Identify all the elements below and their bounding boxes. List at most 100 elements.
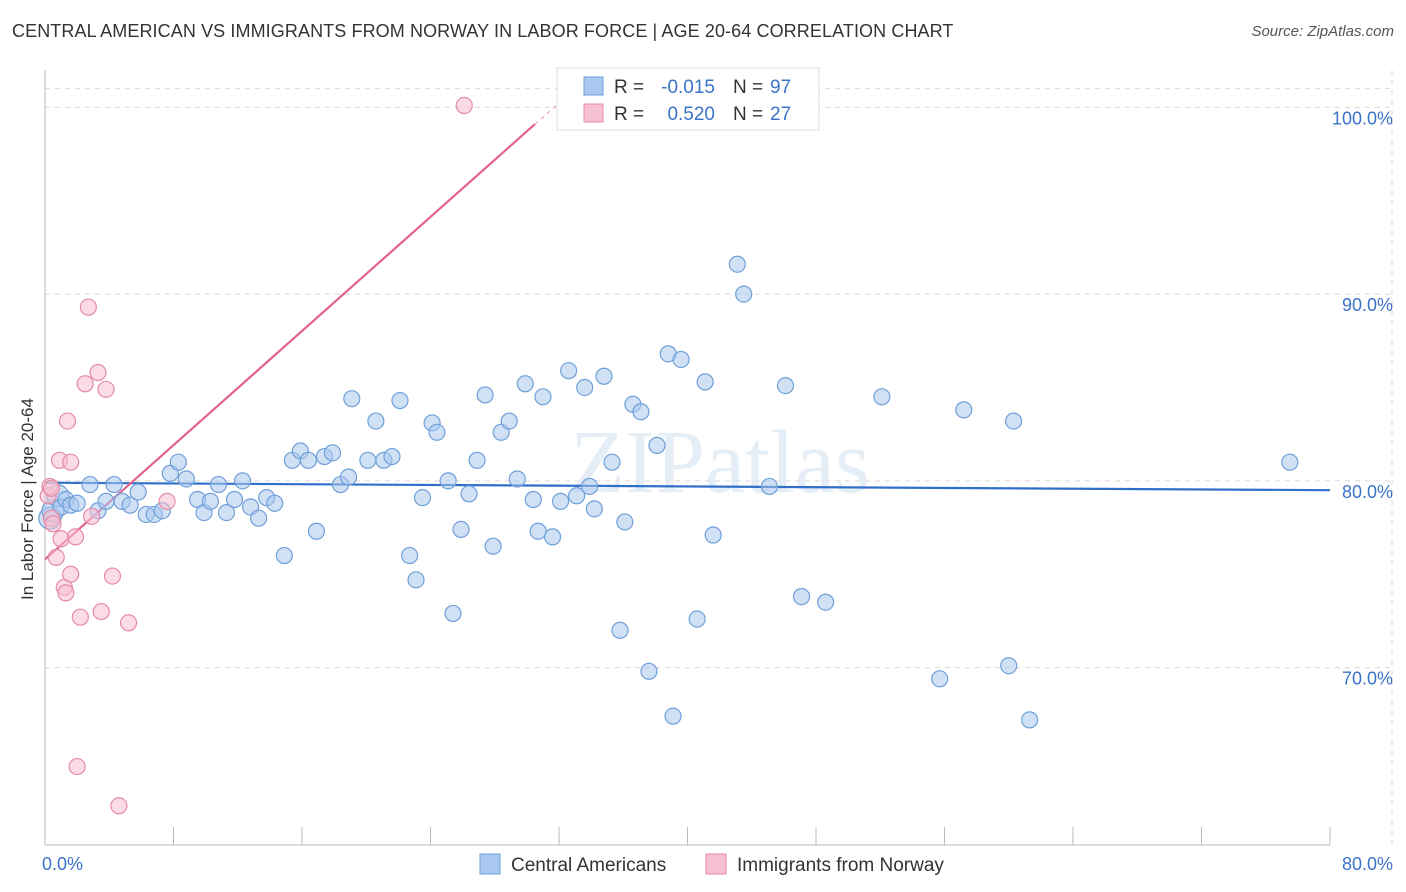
pink-trend-line <box>44 123 536 561</box>
central-american-point <box>1281 453 1299 471</box>
norway-immigrant-point <box>79 298 97 316</box>
norway-immigrant-point <box>66 528 85 546</box>
central-american-point <box>105 475 123 494</box>
pink-trend-extension <box>534 101 562 125</box>
central-american-point <box>672 350 690 369</box>
y-tick-label: 90.0% <box>1342 295 1393 315</box>
central-american-point <box>696 373 714 391</box>
central-american-point <box>169 453 187 471</box>
central-american-point <box>468 451 486 469</box>
central-american-point <box>460 485 478 503</box>
axes <box>44 70 1331 846</box>
tick-labels: 70.0% 80.0% 90.0% 100.0% 0.0% 80.0% <box>42 108 1393 874</box>
y-tick-label: 80.0% <box>1342 482 1393 502</box>
norway-immigrant-point <box>42 479 61 497</box>
legend-label: Central Americans <box>511 855 666 876</box>
central-american-point <box>776 377 795 395</box>
norway-immigrant-point <box>89 363 107 382</box>
central-american-point <box>516 375 534 393</box>
central-american-point <box>359 451 377 469</box>
source-credit: Source: ZipAtlas.com <box>1251 23 1394 40</box>
central-american-point <box>688 610 706 628</box>
central-american-point <box>307 522 326 540</box>
central-american-point <box>560 362 578 380</box>
central-american-point <box>873 388 891 406</box>
central-american-point <box>1004 412 1023 430</box>
central-american-point <box>177 470 195 488</box>
central-american-point <box>508 470 526 488</box>
central-american-point <box>534 388 552 406</box>
data-points <box>38 96 1299 815</box>
central-american-point <box>428 423 446 441</box>
central-american-point <box>476 386 494 404</box>
stats-n-value: 27 <box>770 104 791 125</box>
legend-swatch <box>705 853 727 875</box>
central-american-point <box>616 513 634 531</box>
central-american-point <box>500 412 518 430</box>
norway-immigrant-point <box>62 565 80 583</box>
norway-immigrant-point <box>68 757 86 776</box>
central-american-point <box>401 546 419 565</box>
x-tick-label: 0.0% <box>42 854 83 874</box>
legend-label: Immigrants from Norway <box>737 855 944 876</box>
central-american-point <box>391 391 409 410</box>
legend-swatch <box>479 853 501 875</box>
y-tick-label: 100.0% <box>1332 108 1393 128</box>
central-american-point <box>955 401 973 419</box>
stats-n-value: 97 <box>770 77 791 98</box>
central-american-point <box>611 621 629 639</box>
central-american-point <box>97 492 115 510</box>
norway-immigrant-point <box>47 548 65 567</box>
central-american-point <box>413 489 432 507</box>
central-american-point <box>201 492 220 510</box>
stats-r-value: 0.520 <box>667 104 715 125</box>
central-american-point <box>568 487 586 505</box>
central-american-point <box>233 472 252 490</box>
central-american-point <box>343 390 361 408</box>
central-american-point <box>367 412 385 430</box>
central-american-point <box>383 447 401 466</box>
norway-immigrant-point <box>76 375 94 393</box>
central-american-point <box>266 494 284 512</box>
chart-title: CENTRAL AMERICAN VS IMMIGRANTS FROM NORW… <box>12 21 954 41</box>
norway-immigrant-point <box>158 492 176 510</box>
central-american-point <box>603 453 621 471</box>
central-american-point <box>648 436 666 454</box>
stats-r-value: -0.015 <box>661 77 715 98</box>
central-american-point <box>129 483 147 501</box>
norway-immigrant-point <box>110 797 128 815</box>
norway-immigrant-point <box>57 584 75 602</box>
central-american-point <box>275 546 293 565</box>
norway-immigrant-point <box>62 453 80 471</box>
stats-n-label: N = <box>733 77 763 98</box>
central-american-point <box>585 500 603 518</box>
norway-immigrant-point <box>92 602 110 621</box>
stats-swatch <box>583 103 604 123</box>
central-american-point <box>323 444 342 462</box>
y-axis-label: In Labor Force | Age 20-64 <box>18 398 37 600</box>
norway-immigrant-point <box>455 96 473 115</box>
central-american-point <box>664 707 682 725</box>
central-american-point <box>640 662 658 680</box>
series-legend: Central Americans Immigrants from Norway <box>479 853 944 876</box>
norway-immigrant-point <box>119 614 138 632</box>
stats-legend: R = -0.015 N = 97 R = 0.520 N = 27 <box>556 67 820 131</box>
norway-immigrant-point <box>58 412 77 430</box>
norway-immigrant-point <box>82 507 101 525</box>
central-american-point <box>209 475 228 494</box>
trend-lines <box>44 101 1331 561</box>
y-tick-label: 70.0% <box>1342 669 1393 689</box>
norway-immigrant-point <box>71 608 89 626</box>
central-american-point <box>484 537 502 555</box>
central-american-point <box>68 494 86 512</box>
central-american-point <box>1021 711 1039 729</box>
norway-immigrant-point <box>97 380 115 398</box>
central-american-point <box>439 472 457 490</box>
central-american-point <box>632 403 650 421</box>
central-american-point <box>817 593 835 611</box>
central-american-point <box>543 528 562 546</box>
central-american-point <box>452 520 470 538</box>
x-tick-label: 80.0% <box>1342 854 1393 874</box>
central-american-point <box>299 451 318 469</box>
central-american-point <box>339 468 358 486</box>
